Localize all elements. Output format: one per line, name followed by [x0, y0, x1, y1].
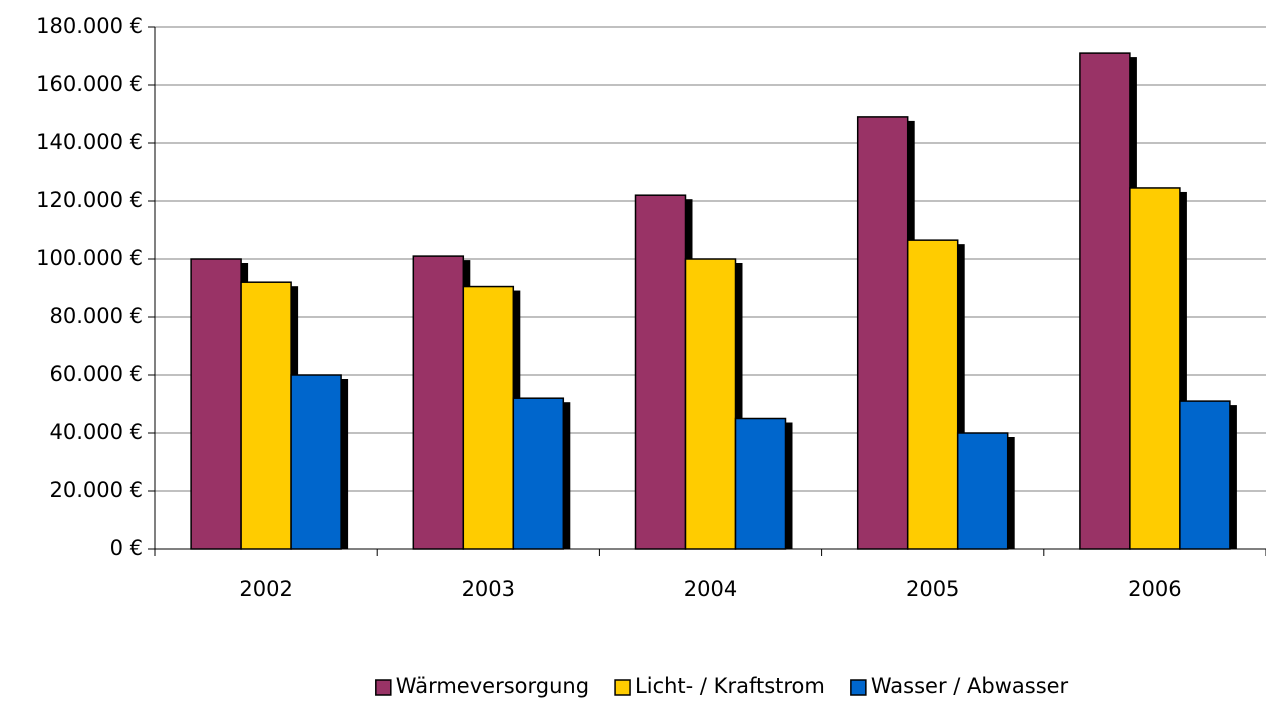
bar — [684, 258, 737, 550]
bar — [462, 285, 515, 550]
legend-label: Wasser / Abwasser — [871, 674, 1069, 698]
x-tick-label: 2006 — [1128, 577, 1181, 601]
bar — [634, 194, 687, 550]
y-tick-label: 140.000 € — [36, 130, 143, 154]
y-tick-label: 0 € — [110, 536, 143, 560]
x-tick-label: 2002 — [239, 577, 292, 601]
x-tick-label: 2005 — [906, 577, 959, 601]
y-tick-label: 100.000 € — [36, 246, 143, 270]
bar — [412, 255, 465, 550]
y-tick-label: 60.000 € — [49, 362, 143, 386]
legend-swatch — [375, 679, 392, 696]
y-tick-label: 40.000 € — [49, 420, 143, 444]
bar — [1179, 400, 1231, 550]
y-tick-label: 120.000 € — [36, 188, 143, 212]
y-tick-label: 160.000 € — [36, 72, 143, 96]
y-tick-label: 80.000 € — [49, 304, 143, 328]
y-tick-label: 180.000 € — [36, 14, 143, 38]
legend-label: Licht- / Kraftstrom — [635, 674, 825, 698]
x-tick-label: 2003 — [462, 577, 515, 601]
bar — [1129, 187, 1181, 550]
bar — [1079, 52, 1131, 550]
x-tick-label: 2004 — [684, 577, 737, 601]
bar — [290, 374, 342, 550]
legend-swatch — [614, 679, 631, 696]
legend: Wärmeversorgung Licht- / Kraftstrom Wasser… — [375, 674, 1069, 698]
bar — [512, 397, 565, 550]
bar — [734, 417, 787, 550]
bar — [956, 432, 1009, 550]
legend-swatch — [850, 679, 867, 696]
bar — [856, 116, 909, 550]
bar — [240, 281, 292, 550]
bar — [190, 258, 242, 550]
legend-label: Wärmeversorgung — [396, 674, 589, 698]
y-tick-label: 20.000 € — [49, 478, 143, 502]
bar — [906, 239, 959, 550]
